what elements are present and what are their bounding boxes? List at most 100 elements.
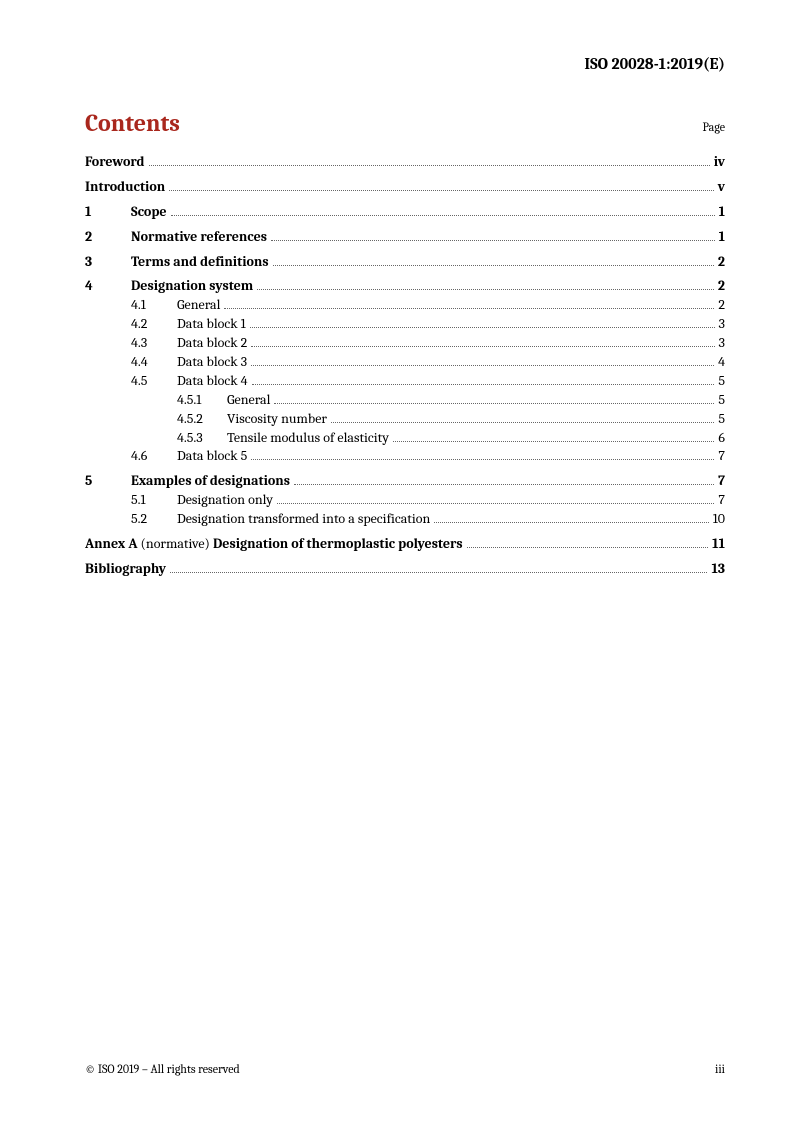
toc-title: Viscosity number — [227, 410, 327, 429]
toc-leader — [273, 265, 714, 266]
toc-entry-4-5-1: 4.5.1 General 5 — [85, 391, 725, 410]
toc-title: Data block 3 — [177, 353, 247, 372]
toc-leader — [251, 459, 714, 460]
toc-leader — [393, 441, 714, 442]
toc-title: Designation only — [177, 491, 273, 510]
toc-entry-5-1: 5.1 Designation only 7 — [85, 491, 725, 510]
toc-entry-examples: 5 Examples of designations 7 — [85, 472, 725, 491]
toc-leader — [250, 327, 715, 328]
toc-entry-scope: 1 Scope 1 — [85, 203, 725, 222]
toc-entry-4-2: 4.2 Data block 1 3 — [85, 315, 725, 334]
toc-leader — [224, 308, 714, 309]
toc-entry-normative-references: 2 Normative references 1 — [85, 228, 725, 247]
toc-leader — [171, 215, 715, 216]
toc-entry-4-1: 4.1 General 2 — [85, 296, 725, 315]
toc-title: Scope — [131, 203, 167, 222]
toc-title: Bibliography — [85, 560, 166, 579]
toc-title: Data block 4 — [177, 372, 248, 391]
toc-page: v — [718, 178, 725, 197]
toc-title: Data block 5 — [177, 447, 247, 466]
toc-number: 4 — [85, 277, 131, 296]
toc-page: 10 — [713, 510, 725, 529]
toc-page: 3 — [719, 334, 725, 353]
page-footer: © ISO 2019 – All rights reserved iii — [85, 1062, 725, 1076]
toc-leader — [252, 384, 715, 385]
toc-entry-annex-a: Annex A (normative) Designation of therm… — [85, 535, 725, 554]
toc-number: 4.5.1 — [177, 391, 227, 410]
toc-leader — [170, 572, 707, 573]
toc-title: Designation system — [131, 277, 253, 296]
toc-leader — [169, 190, 713, 191]
toc-leader — [251, 365, 714, 366]
toc-title: General — [227, 391, 270, 410]
toc-title: Introduction — [85, 178, 165, 197]
toc-title: Examples of designations — [131, 472, 290, 491]
toc-page: 6 — [718, 429, 725, 448]
toc-leader — [149, 165, 710, 166]
toc-page: 1 — [719, 228, 725, 247]
toc-number: 4.5 — [131, 372, 177, 391]
toc-leader — [257, 289, 714, 290]
toc-leader — [271, 240, 715, 241]
toc-page: 5 — [718, 391, 725, 410]
toc-entry-bibliography: Bibliography 13 — [85, 560, 725, 579]
footer-page-number: iii — [715, 1062, 725, 1076]
toc-page: 7 — [718, 491, 725, 510]
toc-number: 4.5.2 — [177, 410, 227, 429]
footer-copyright: © ISO 2019 – All rights reserved — [85, 1062, 240, 1076]
toc-entry-4-6: 4.6 Data block 5 7 — [85, 447, 725, 466]
toc-leader — [251, 346, 714, 347]
toc-leader — [434, 522, 708, 523]
toc-page: iv — [714, 153, 725, 172]
toc-entry-introduction: Introduction v — [85, 178, 725, 197]
toc-entry-4-5-2: 4.5.2 Viscosity number 5 — [85, 410, 725, 429]
toc-page: 5 — [718, 410, 725, 429]
toc-entry-foreword: Foreword iv — [85, 153, 725, 172]
contents-header-row: Contents Page — [85, 109, 725, 137]
toc-entry-designation-system: 4 Designation system 2 — [85, 277, 725, 296]
toc-leader — [274, 403, 714, 404]
contents-heading: Contents — [85, 109, 180, 137]
toc-title: General — [177, 296, 220, 315]
toc-number: 1 — [85, 203, 131, 222]
table-of-contents: Foreword iv Introduction v 1 Scope 1 2 N… — [85, 153, 725, 579]
annex-mid: (normative) — [137, 535, 213, 552]
toc-leader — [467, 547, 709, 548]
toc-page: 1 — [719, 203, 725, 222]
toc-number: 4.1 — [131, 296, 177, 315]
toc-leader — [277, 503, 714, 504]
toc-page: 13 — [711, 560, 725, 579]
toc-page: 3 — [719, 315, 725, 334]
toc-entry-terms-definitions: 3 Terms and definitions 2 — [85, 253, 725, 272]
toc-page: 2 — [718, 253, 725, 272]
toc-number: 4.5.3 — [177, 429, 227, 448]
toc-title: Normative references — [131, 228, 267, 247]
toc-page: 7 — [718, 447, 725, 466]
toc-number: 4.2 — [131, 315, 177, 334]
toc-number: 2 — [85, 228, 131, 247]
toc-entry-4-3: 4.3 Data block 2 3 — [85, 334, 725, 353]
toc-title: Foreword — [85, 153, 145, 172]
toc-page: 11 — [712, 535, 725, 554]
toc-leader — [331, 422, 714, 423]
toc-title: Data block 2 — [177, 334, 247, 353]
page-label: Page — [703, 120, 725, 134]
toc-title: Annex A (normative) Designation of therm… — [85, 535, 463, 554]
document-id: ISO 20028-1:2019(E) — [85, 55, 725, 73]
toc-number: 4.3 — [131, 334, 177, 353]
toc-title: Tensile modulus of elasticity — [227, 429, 389, 448]
toc-page: 4 — [718, 353, 725, 372]
toc-title: Designation transformed into a specifica… — [177, 510, 430, 529]
annex-suffix: Designation of thermoplastic polyesters — [213, 535, 463, 552]
annex-prefix: Annex A — [85, 535, 137, 552]
toc-number: 4.4 — [131, 353, 177, 372]
toc-page: 2 — [718, 296, 725, 315]
toc-entry-4-4: 4.4 Data block 3 4 — [85, 353, 725, 372]
toc-number: 3 — [85, 253, 131, 272]
toc-page: 2 — [718, 277, 725, 296]
toc-title: Terms and definitions — [131, 253, 269, 272]
toc-number: 5 — [85, 472, 131, 491]
toc-entry-4-5-3: 4.5.3 Tensile modulus of elasticity 6 — [85, 429, 725, 448]
toc-page: 5 — [718, 372, 725, 391]
toc-number: 5.2 — [131, 510, 177, 529]
